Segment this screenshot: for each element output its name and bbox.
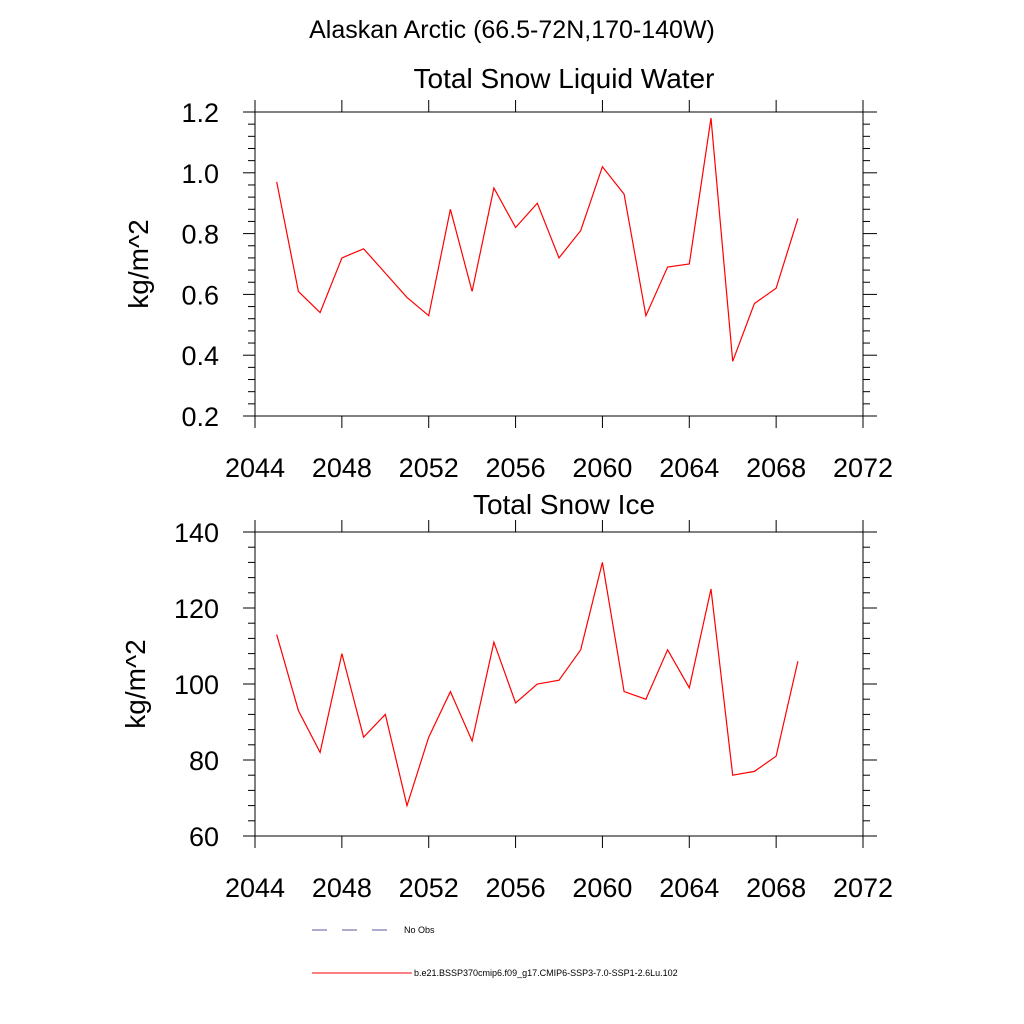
- legend-label-model: b.e21.BSSP370cmip6.f09_g17.CMIP6-SSP3-7.…: [414, 968, 678, 978]
- x-tick-label: 2056: [486, 453, 546, 483]
- y-tick-label: 80: [189, 746, 219, 776]
- x-tick-label: 2048: [312, 873, 372, 903]
- y-tick-label: 1.0: [181, 159, 219, 189]
- x-tick-label: 2068: [746, 873, 806, 903]
- y-axis-label: kg/m^2: [123, 219, 154, 308]
- chart-title: Total Snow Liquid Water: [414, 63, 715, 94]
- y-tick-label: 0.2: [181, 402, 219, 432]
- x-tick-label: 2064: [659, 453, 719, 483]
- y-tick-label: 1.2: [181, 98, 219, 128]
- y-tick-label: 0.8: [181, 220, 219, 250]
- chart-title: Total Snow Ice: [473, 489, 655, 520]
- x-tick-label: 2048: [312, 453, 372, 483]
- x-tick-label: 2064: [659, 873, 719, 903]
- y-tick-label: 140: [174, 518, 219, 548]
- y-tick-label: 120: [174, 594, 219, 624]
- series-line: [276, 118, 799, 362]
- y-tick-label: 60: [189, 822, 219, 852]
- x-tick-label: 2044: [225, 873, 285, 903]
- x-tick-label: 2060: [572, 873, 632, 903]
- x-tick-label: 2052: [399, 873, 459, 903]
- panel-snow-liquid-water: Total Snow Liquid Water kg/m^2 2044 2048 205…: [123, 63, 893, 483]
- y-tick-label: 100: [174, 670, 219, 700]
- x-tick-label: 2052: [399, 453, 459, 483]
- legend-label-no-obs: No Obs: [404, 925, 435, 935]
- x-tick-label: 2044: [225, 453, 285, 483]
- plot-frame: [254, 531, 864, 837]
- y-tick-label: 0.6: [181, 280, 219, 310]
- legend: No Obs b.e21.BSSP370cmip6.f09_g17.CMIP6-S…: [312, 925, 678, 978]
- panel-snow-ice: Total Snow Ice kg/m^2 2044 2048 2052 2056 2060…: [120, 489, 893, 903]
- plot-frame: [254, 111, 864, 417]
- x-tick-label: 2068: [746, 453, 806, 483]
- figure-suptitle: Alaskan Arctic (66.5-72N,170-140W): [309, 16, 715, 44]
- x-tick-label: 2072: [833, 873, 893, 903]
- series-line: [276, 562, 799, 808]
- x-tick-label: 2072: [833, 453, 893, 483]
- y-axis-label: kg/m^2: [120, 639, 151, 728]
- x-tick-label: 2060: [572, 453, 632, 483]
- x-tick-label: 2056: [486, 873, 546, 903]
- y-tick-label: 0.4: [181, 341, 219, 371]
